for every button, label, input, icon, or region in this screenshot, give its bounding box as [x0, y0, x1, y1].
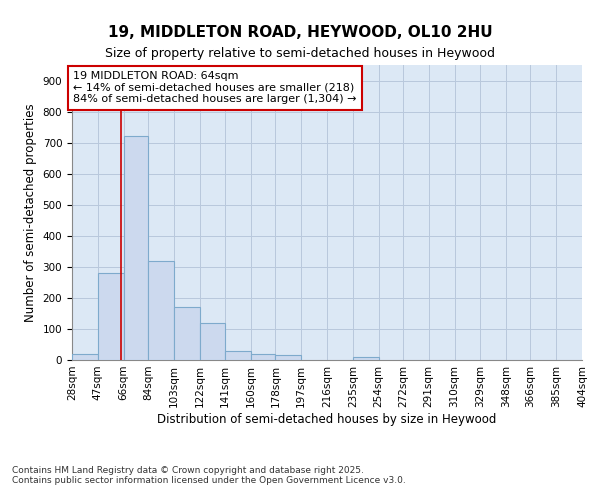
X-axis label: Distribution of semi-detached houses by size in Heywood: Distribution of semi-detached houses by …: [157, 412, 497, 426]
Text: Size of property relative to semi-detached houses in Heywood: Size of property relative to semi-detach…: [105, 48, 495, 60]
Text: 19 MIDDLETON ROAD: 64sqm
← 14% of semi-detached houses are smaller (218)
84% of : 19 MIDDLETON ROAD: 64sqm ← 14% of semi-d…: [73, 71, 357, 104]
Bar: [275, 356, 301, 360]
Bar: [124, 136, 148, 360]
Text: Contains HM Land Registry data © Crown copyright and database right 2025.
Contai: Contains HM Land Registry data © Crown c…: [12, 466, 406, 485]
Bar: [174, 307, 199, 360]
Bar: [72, 354, 98, 360]
Text: 19, MIDDLETON ROAD, HEYWOOD, OL10 2HU: 19, MIDDLETON ROAD, HEYWOOD, OL10 2HU: [107, 25, 493, 40]
Bar: [98, 273, 124, 360]
Bar: [225, 350, 251, 360]
Bar: [353, 357, 379, 360]
Bar: [251, 354, 275, 360]
Bar: [148, 260, 174, 360]
Y-axis label: Number of semi-detached properties: Number of semi-detached properties: [24, 103, 37, 322]
Bar: [199, 322, 225, 360]
